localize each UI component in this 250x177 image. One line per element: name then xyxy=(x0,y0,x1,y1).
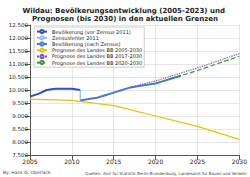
svg-text:10.500: 10.500 xyxy=(9,74,29,80)
svg-text:2030: 2030 xyxy=(232,158,247,165)
svg-text:Prognose des Landes BB 2005-20: Prognose des Landes BB 2005-2030 xyxy=(52,47,143,54)
svg-text:12.500: 12.500 xyxy=(9,22,29,28)
svg-text:Prognose des Landes BB 2020-20: Prognose des Landes BB 2020-2030 xyxy=(52,60,142,67)
svg-text:12.000: 12.000 xyxy=(9,35,29,41)
svg-text:8.500: 8.500 xyxy=(12,126,28,132)
svg-text:Prognose des Landes BB 2017-20: Prognose des Landes BB 2017-2030 xyxy=(52,53,143,60)
svg-text:2020: 2020 xyxy=(148,158,163,165)
svg-text:Bevölkerung (vor Zensus 2011): Bevölkerung (vor Zensus 2011) xyxy=(52,28,131,35)
svg-text:11.500: 11.500 xyxy=(9,48,29,54)
svg-text:2025: 2025 xyxy=(190,158,205,165)
svg-text:9.000: 9.000 xyxy=(12,113,28,119)
svg-text:9.500: 9.500 xyxy=(12,100,28,106)
svg-text:Wildau: Bevölkerungsentwicklun: Wildau: Bevölkerungsentwicklung (2005-20… xyxy=(23,7,228,15)
svg-text:Prognosen (bis 2030) in den ak: Prognosen (bis 2030) in den aktuellen Gr… xyxy=(32,15,218,23)
svg-text:By: Hans G. Oberlack: By: Hans G. Oberlack xyxy=(3,170,51,175)
svg-text:11.000: 11.000 xyxy=(9,61,29,67)
svg-text:2005: 2005 xyxy=(22,158,37,165)
svg-text:Bevölkerung (nach Zensus): Bevölkerung (nach Zensus) xyxy=(52,41,121,47)
svg-text:7.500: 7.500 xyxy=(12,152,28,158)
svg-text:2015: 2015 xyxy=(106,158,121,165)
svg-text:Quellen: Amt für Statistik Ber: Quellen: Amt für Statistik Berlin-Brande… xyxy=(85,171,247,176)
svg-text:10.000: 10.000 xyxy=(9,87,29,93)
svg-text:2010: 2010 xyxy=(64,158,79,165)
svg-text:8.000: 8.000 xyxy=(12,139,28,145)
svg-text:Zensusfehler 2011: Zensusfehler 2011 xyxy=(52,35,99,41)
